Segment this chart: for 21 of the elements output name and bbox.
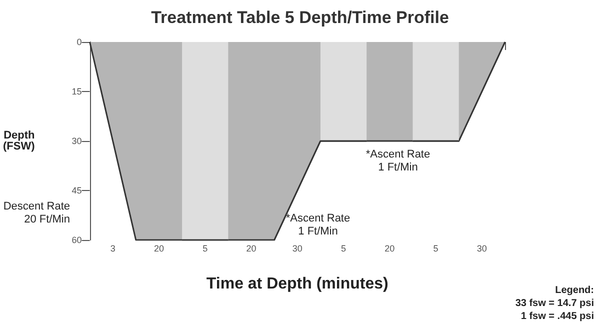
x-tick-label: 30 [292, 244, 302, 254]
y-tick-label: 15 [72, 86, 82, 96]
annotation: *Ascent Rate 1 Ft/Min [366, 148, 430, 174]
y-tick-label: 30 [72, 136, 82, 146]
y-tick-label: 45 [72, 186, 82, 196]
y-tick-label: 0 [76, 37, 82, 47]
chart-title: Treatment Table 5 Depth/Time Profile [151, 8, 449, 27]
x-tick-label: 5 [341, 244, 346, 254]
text: Legend: 33 fsw = 14.7 psi 1 fsw = .445 psi [515, 285, 594, 322]
x-tick-label: 30 [476, 244, 487, 254]
x-tick-label: 20 [154, 244, 164, 254]
x-tick-label: 5 [202, 244, 208, 254]
x-tick-label: 20 [246, 244, 256, 254]
y-axis-title: Depth (FSW) [3, 130, 36, 152]
y-tick-label: 60 [72, 235, 82, 245]
x-tick-label: 5 [433, 244, 438, 254]
x-tick-label: 20 [384, 244, 395, 254]
annotation: *Ascent Rate 1 Ft/Min [286, 212, 350, 238]
x-axis-title: Time at Depth (minutes) [206, 276, 388, 292]
x-tick-label: 3 [110, 244, 116, 254]
text: Descent Rate 20 Ft/Min [3, 200, 70, 226]
